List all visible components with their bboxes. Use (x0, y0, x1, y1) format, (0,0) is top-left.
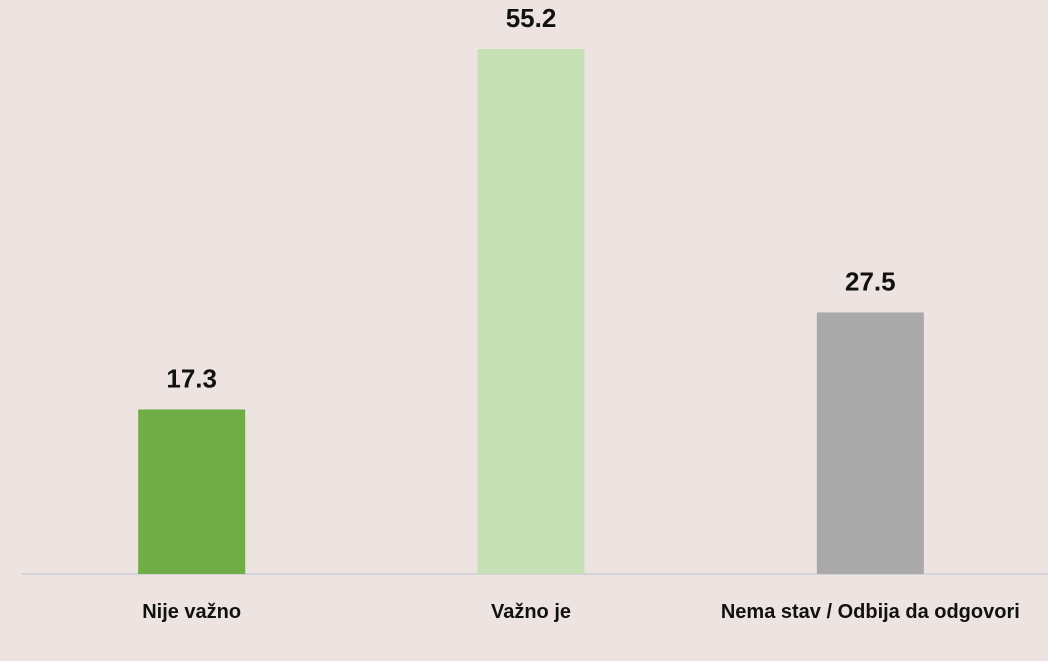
bar (816, 312, 924, 574)
value-label: 27.5 (845, 266, 896, 296)
bar (138, 409, 246, 574)
value-label: 17.3 (166, 363, 217, 393)
value-label: 55.2 (506, 3, 557, 33)
bar (477, 49, 585, 574)
x-tick-label: Važno je (490, 601, 572, 623)
x-tick-label: Nema stav / Odbija da odgovori (720, 601, 1020, 623)
x-tick-label: Nije važno (142, 601, 242, 623)
